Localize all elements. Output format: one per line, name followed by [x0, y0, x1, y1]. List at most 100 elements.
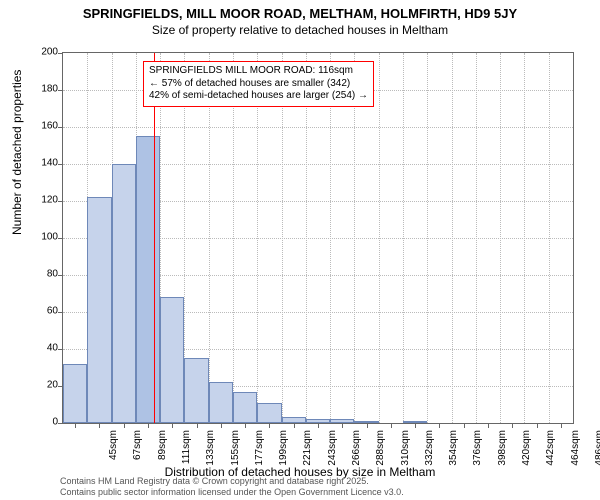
- chart-title: SPRINGFIELDS, MILL MOOR ROAD, MELTHAM, H…: [0, 0, 600, 21]
- xtick-label: 376sqm: [472, 430, 483, 470]
- gridline-v: [306, 53, 307, 423]
- annotation-line3: 42% of semi-detached houses are larger (…: [149, 90, 368, 103]
- ytick-mark: [58, 90, 63, 91]
- gridline-v: [209, 53, 210, 423]
- xtick-label: 354sqm: [448, 430, 459, 470]
- xtick-mark: [269, 423, 270, 428]
- xtick-label: 266sqm: [351, 430, 362, 470]
- annotation-line2: ← 57% of detached houses are smaller (34…: [149, 78, 368, 91]
- xtick-mark: [221, 423, 222, 428]
- xtick-label: 332sqm: [424, 430, 435, 470]
- xtick-mark: [488, 423, 489, 428]
- ytick-label: 0: [28, 417, 58, 428]
- ytick-mark: [58, 312, 63, 313]
- xtick-mark: [75, 423, 76, 428]
- xtick-label: 133sqm: [205, 430, 216, 470]
- ytick-label: 160: [28, 121, 58, 132]
- xtick-mark: [342, 423, 343, 428]
- chart-container: SPRINGFIELDS, MILL MOOR ROAD, MELTHAM, H…: [0, 0, 600, 500]
- histogram-bar: [63, 364, 87, 423]
- xtick-mark: [99, 423, 100, 428]
- ytick-label: 100: [28, 232, 58, 243]
- gridline-v: [500, 53, 501, 423]
- ytick-label: 200: [28, 47, 58, 58]
- xtick-mark: [318, 423, 319, 428]
- histogram-bar: [160, 297, 184, 423]
- histogram-bar: [184, 358, 208, 423]
- xtick-label: 288sqm: [375, 430, 386, 470]
- xtick-mark: [537, 423, 538, 428]
- ytick-mark: [58, 238, 63, 239]
- ytick-label: 120: [28, 195, 58, 206]
- ytick-mark: [58, 201, 63, 202]
- ytick-mark: [58, 164, 63, 165]
- xtick-label: 199sqm: [278, 430, 289, 470]
- xtick-label: 243sqm: [327, 430, 338, 470]
- gridline-v: [257, 53, 258, 423]
- gridline-v: [524, 53, 525, 423]
- xtick-label: 89sqm: [157, 430, 168, 470]
- histogram-bar: [257, 403, 281, 423]
- histogram-bar: [233, 392, 257, 423]
- credits-line2: Contains public sector information licen…: [60, 487, 404, 498]
- xtick-label: 442sqm: [545, 430, 556, 470]
- annotation-line1: SPRINGFIELDS MILL MOOR ROAD: 116sqm: [149, 65, 368, 78]
- xtick-label: 155sqm: [230, 430, 241, 470]
- xtick-label: 398sqm: [497, 430, 508, 470]
- credits-line1: Contains HM Land Registry data © Crown c…: [60, 476, 404, 487]
- gridline-v: [403, 53, 404, 423]
- ytick-label: 60: [28, 306, 58, 317]
- xtick-label: 45sqm: [108, 430, 119, 470]
- gridline-v: [427, 53, 428, 423]
- xtick-mark: [439, 423, 440, 428]
- ytick-label: 80: [28, 269, 58, 280]
- xtick-mark: [148, 423, 149, 428]
- histogram-bar: [112, 164, 136, 423]
- xtick-mark: [464, 423, 465, 428]
- ytick-label: 180: [28, 84, 58, 95]
- xtick-mark: [391, 423, 392, 428]
- histogram-bar: [136, 136, 160, 423]
- marker-line: [154, 53, 155, 423]
- xtick-mark: [367, 423, 368, 428]
- xtick-mark: [245, 423, 246, 428]
- ytick-label: 40: [28, 343, 58, 354]
- ytick-mark: [58, 127, 63, 128]
- xtick-label: 420sqm: [521, 430, 532, 470]
- gridline-v: [330, 53, 331, 423]
- xtick-label: 486sqm: [594, 430, 600, 470]
- gridline-v: [233, 53, 234, 423]
- xtick-mark: [294, 423, 295, 428]
- xtick-label: 310sqm: [400, 430, 411, 470]
- credits: Contains HM Land Registry data © Crown c…: [60, 476, 404, 498]
- xtick-label: 464sqm: [570, 430, 581, 470]
- gridline-v: [354, 53, 355, 423]
- ytick-mark: [58, 53, 63, 54]
- xtick-mark: [172, 423, 173, 428]
- xtick-label: 221sqm: [302, 430, 313, 470]
- xtick-mark: [512, 423, 513, 428]
- xtick-mark: [197, 423, 198, 428]
- ytick-label: 20: [28, 380, 58, 391]
- ytick-mark: [58, 423, 63, 424]
- xtick-mark: [415, 423, 416, 428]
- histogram-bar: [87, 197, 111, 423]
- xtick-mark: [124, 423, 125, 428]
- gridline-v: [379, 53, 380, 423]
- annotation-box: SPRINGFIELDS MILL MOOR ROAD: 116sqm ← 57…: [143, 61, 374, 107]
- gridline-v: [476, 53, 477, 423]
- ytick-label: 140: [28, 158, 58, 169]
- gridline-v: [549, 53, 550, 423]
- plot-area: SPRINGFIELDS MILL MOOR ROAD: 116sqm ← 57…: [62, 52, 574, 424]
- chart-subtitle: Size of property relative to detached ho…: [0, 23, 600, 37]
- xtick-mark: [561, 423, 562, 428]
- gridline-h: [63, 127, 573, 128]
- xtick-label: 67sqm: [132, 430, 143, 470]
- xtick-label: 111sqm: [181, 430, 192, 470]
- histogram-bar: [209, 382, 233, 423]
- y-axis-label: Number of detached properties: [10, 70, 24, 235]
- ytick-mark: [58, 275, 63, 276]
- ytick-mark: [58, 349, 63, 350]
- gridline-v: [452, 53, 453, 423]
- xtick-label: 177sqm: [254, 430, 265, 470]
